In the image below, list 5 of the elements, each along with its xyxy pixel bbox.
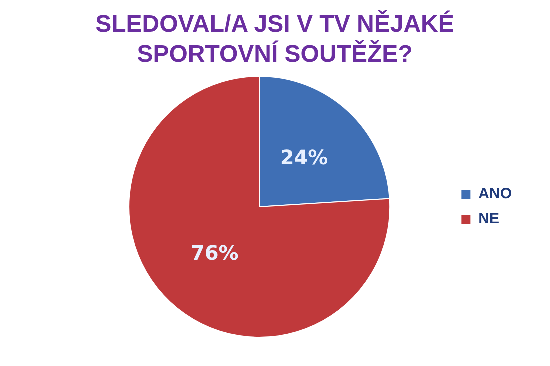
chart-title: SLEDOVAL/A JSI V TV NĚJAKÉ SPORTOVNÍ SOUTĚŽE? — [94, 10, 456, 70]
data-label: 24% — [280, 146, 328, 170]
legend-label: NE — [478, 210, 500, 228]
data-label: 76% — [190, 240, 239, 265]
legend-label: ANO — [478, 186, 512, 203]
